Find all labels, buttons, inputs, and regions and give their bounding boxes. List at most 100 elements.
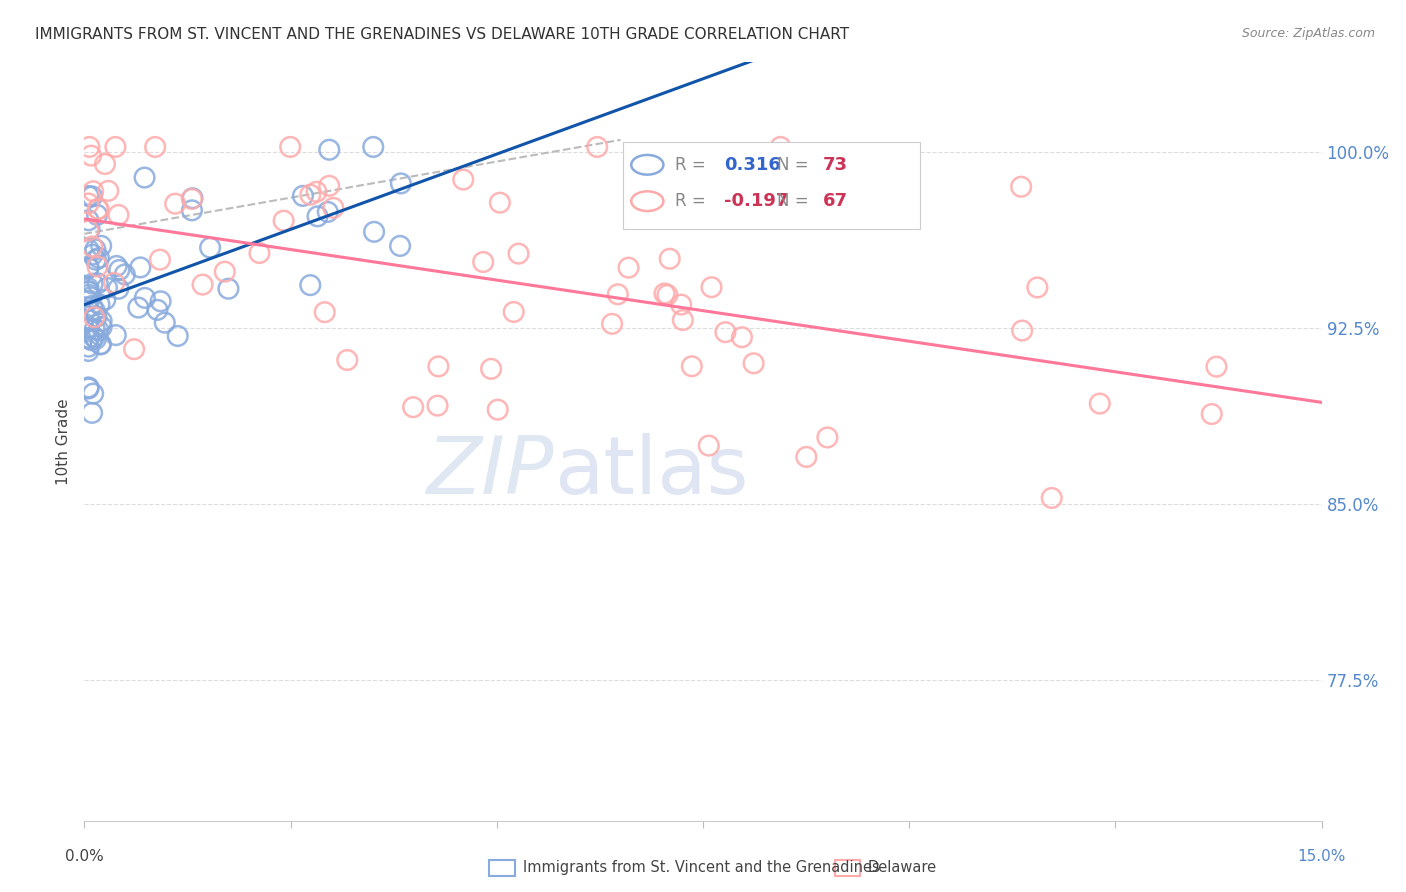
Point [314,305,336,319]
Text: 67: 67 [823,192,848,211]
Text: ZIP: ZIP [427,433,554,511]
Text: N =: N = [778,156,814,174]
Point [472,255,495,269]
Point [389,177,412,191]
Point [291,189,314,203]
Point [87,323,110,337]
Text: 0.0%: 0.0% [65,849,104,863]
Point [316,205,339,219]
Point [191,277,214,292]
Y-axis label: 10th Grade: 10th Grade [56,398,72,485]
Point [165,196,187,211]
Point [657,288,679,302]
Point [87,202,110,217]
Point [1011,324,1033,338]
Point [486,402,509,417]
Point [134,170,156,185]
Point [79,222,101,236]
Point [742,356,765,370]
Text: Delaware: Delaware [868,860,936,874]
Point [318,143,340,157]
Point [94,157,117,171]
Text: 73: 73 [823,156,848,174]
Point [77,340,100,354]
Point [107,282,129,296]
Point [77,196,100,211]
Point [104,328,127,343]
Text: IMMIGRANTS FROM ST. VINCENT AND THE GRENADINES VS DELAWARE 10TH GRADE CORRELATIO: IMMIGRANTS FROM ST. VINCENT AND THE GREN… [35,27,849,42]
Point [606,287,628,301]
Point [402,400,425,414]
Point [77,293,100,308]
Point [149,252,172,267]
Point [97,184,120,198]
Point [84,243,107,257]
Point [426,399,449,413]
Point [322,201,344,215]
Point [617,260,640,275]
Point [77,281,100,295]
Point [79,313,101,327]
Point [299,278,322,293]
Point [83,303,105,318]
Point [79,140,101,154]
Point [479,361,502,376]
Point [697,439,720,453]
Point [77,320,100,334]
Point [96,281,118,295]
Point [77,331,100,345]
Point [82,189,104,203]
Point [127,301,149,315]
Point [1010,179,1032,194]
Point [77,285,100,299]
Point [143,140,166,154]
Point [86,208,108,222]
Point [796,450,818,464]
Point [586,140,609,154]
Point [502,305,524,319]
Point [122,342,145,356]
Point [108,263,131,277]
Point [214,265,236,279]
Point [489,195,512,210]
Point [107,208,129,222]
Point [714,325,737,339]
Point [77,260,100,274]
Point [249,246,271,260]
Point [83,330,105,344]
Point [1026,280,1049,294]
Point [336,353,359,368]
Text: R =: R = [675,156,710,174]
Point [700,280,723,294]
Point [681,359,703,374]
Text: -0.197: -0.197 [724,192,789,211]
Point [181,191,204,205]
Point [278,140,301,154]
Point [77,331,100,345]
Point [86,260,108,274]
Point [94,293,117,307]
Point [1205,359,1227,374]
Point [134,291,156,305]
Text: 0.316: 0.316 [724,156,780,174]
Point [153,316,176,330]
Point [87,202,110,216]
Text: Source: ZipAtlas.com: Source: ZipAtlas.com [1241,27,1375,40]
Point [318,178,340,193]
Point [600,317,623,331]
Point [84,252,107,267]
Point [90,337,112,351]
Point [180,192,202,206]
Point [198,241,221,255]
Point [299,187,322,202]
Point [389,239,412,253]
Point [82,386,104,401]
Point [90,337,112,351]
Point [105,259,128,273]
Point [90,314,112,328]
Point [114,268,136,282]
Text: Immigrants from St. Vincent and the Grenadines: Immigrants from St. Vincent and the Gren… [523,860,880,874]
Point [181,203,204,218]
Point [86,310,108,324]
Point [671,297,693,311]
